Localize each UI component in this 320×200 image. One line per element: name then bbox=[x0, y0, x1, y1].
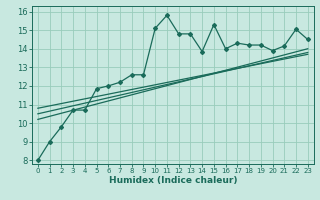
X-axis label: Humidex (Indice chaleur): Humidex (Indice chaleur) bbox=[108, 176, 237, 185]
